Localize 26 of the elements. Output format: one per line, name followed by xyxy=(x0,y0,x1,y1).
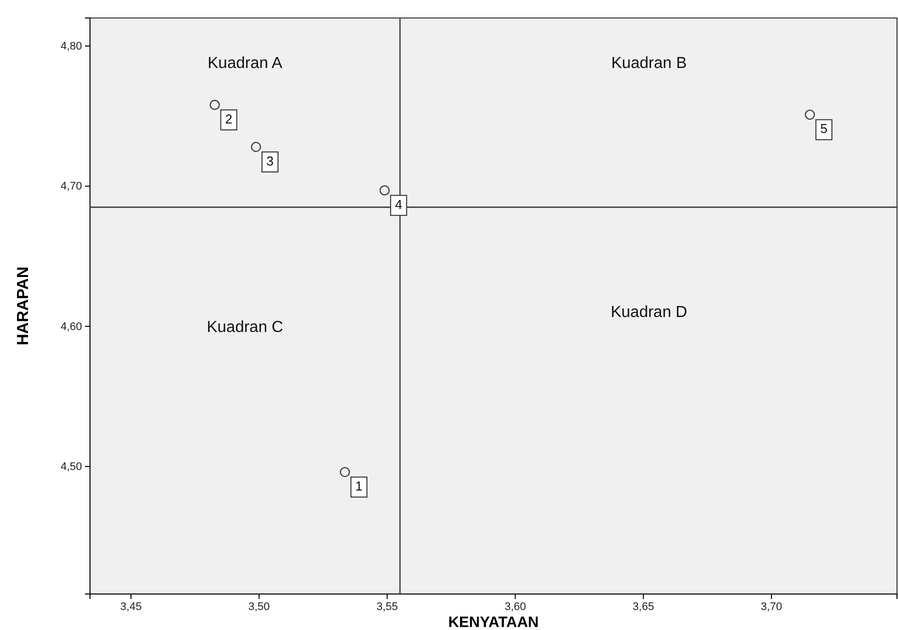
y-axis-title: HARAPAN xyxy=(15,266,32,346)
y-tick-label: 4,60 xyxy=(60,320,82,333)
x-tick-label: 3,45 xyxy=(120,600,142,613)
x-tick-label: 3,60 xyxy=(504,600,526,613)
point xyxy=(340,466,350,478)
annotation: Kuadran B xyxy=(611,55,687,72)
annotation: 4 xyxy=(395,196,402,212)
annotation: Kuadran A xyxy=(208,55,283,72)
y-tick-label: 4,70 xyxy=(60,180,82,193)
annotation: 3 xyxy=(266,153,274,168)
annotation: 1 xyxy=(355,478,363,494)
point xyxy=(804,110,815,120)
annotation: Kuadran D xyxy=(610,304,688,322)
x-axis-title: KENYATAAN xyxy=(448,614,539,630)
point xyxy=(250,142,262,152)
annotation: 2 xyxy=(225,111,232,126)
y-tick-label: 4,50 xyxy=(60,460,82,473)
annotation: Kuadran C xyxy=(206,319,284,336)
x-tick-label: 3,70 xyxy=(760,600,782,613)
y-tick-label: 4,80 xyxy=(60,40,82,53)
annotation: 5 xyxy=(820,121,828,136)
x-tick-label: 3,55 xyxy=(376,600,398,613)
x-tick-label: 3,50 xyxy=(248,600,270,613)
point xyxy=(210,100,220,110)
point xyxy=(380,185,390,196)
x-tick-label: 3,65 xyxy=(632,600,654,613)
